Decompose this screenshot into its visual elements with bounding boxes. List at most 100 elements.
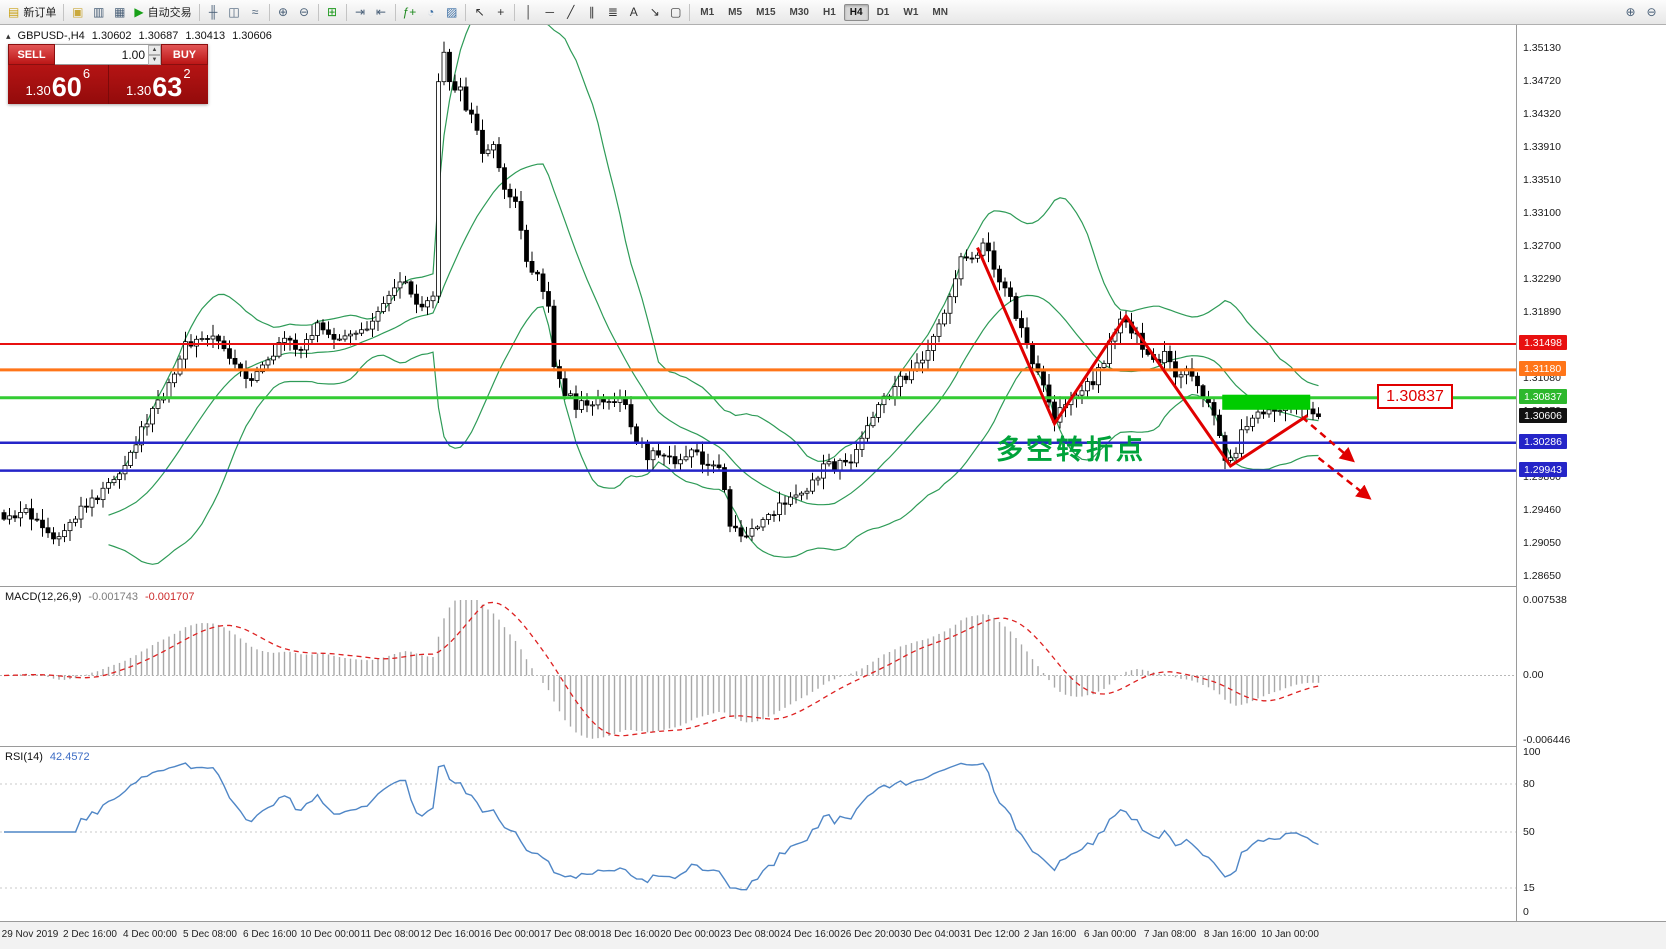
candlestick-chart-icon[interactable]: ◫: [224, 2, 245, 22]
crosshair-icon: +: [497, 5, 505, 19]
auto-scroll-icon[interactable]: ⇥: [350, 2, 371, 22]
volume-value[interactable]: 1.00: [121, 47, 145, 62]
timeframe-h1-button[interactable]: H1: [822, 6, 836, 18]
time-axis-label: 23 Dec 08:00: [720, 929, 780, 940]
timeframe-h4-button[interactable]: H4: [843, 3, 869, 21]
crosshair-icon[interactable]: +: [490, 2, 511, 22]
volume-spinner[interactable]: ▲ ▼: [148, 45, 161, 65]
shapes-icon[interactable]: ▢: [665, 2, 686, 22]
cursor-icon: ↖: [474, 5, 485, 19]
timeframe-m15-button[interactable]: M15: [756, 6, 776, 18]
volume-input[interactable]: 1.00 ▲ ▼: [55, 44, 161, 65]
periods-icon: ◔: [427, 5, 435, 19]
buy-price-pips: 63: [152, 72, 183, 102]
one-click-trading-panel: SELL 1.00 ▲ ▼ BUY 1.30 60 6 1.30 63 2: [8, 44, 208, 104]
sell-price-pips: 60: [51, 72, 82, 102]
toolbar-separator: [465, 3, 467, 21]
indicators-icon[interactable]: ƒ+: [399, 2, 421, 22]
buy-button[interactable]: BUY: [161, 44, 208, 65]
templates-icon: ▨: [446, 5, 458, 19]
chart-header: ▴ GBPUSD-,H4 1.30602 1.30687 1.30413 1.3…: [6, 30, 272, 42]
price-axis[interactable]: 1.35130 1.34720 1.34320 1.33910 1.33510 1.331…: [1517, 25, 1666, 921]
autotrading-button-label: 自动交易: [147, 7, 192, 19]
charts-icon: ▣: [72, 5, 84, 19]
price-axis-badge: 1.30837: [1519, 389, 1567, 405]
price-tag-label: 1.30837: [1377, 384, 1453, 409]
vertical-line-icon: │: [525, 5, 533, 19]
templates-icon[interactable]: ▨: [441, 2, 462, 22]
text-icon[interactable]: A: [623, 2, 644, 22]
rsi-value: 42.4572: [49, 751, 90, 763]
time-axis-label: 2 Jan 16:00: [1023, 929, 1077, 940]
timeframe-d1-button[interactable]: D1: [876, 6, 890, 18]
axis-label: 1.32290: [1523, 272, 1561, 285]
turning-point-annotation: 多空转折点: [996, 435, 1146, 465]
new-order-button[interactable]: ▤ 新订单: [4, 2, 60, 22]
terminal-icon[interactable]: ▦: [109, 2, 130, 22]
zoom-in-icon: ⊕: [278, 5, 289, 19]
price-axis-badge: 1.30606: [1519, 408, 1567, 424]
rsi-name: RSI(14): [5, 751, 43, 763]
toolbar-separator: [394, 3, 396, 21]
axis-label: 1.34320: [1523, 107, 1561, 120]
timeframe-m1-button[interactable]: M1: [700, 6, 715, 18]
timeframe-w1-button[interactable]: W1: [903, 6, 919, 18]
macd-indicator-label: MACD(12,26,9) -0.001743 -0.001707: [5, 591, 195, 603]
bar-chart-icon: ╫: [208, 5, 218, 19]
price-axis-badge: 1.31498: [1519, 335, 1567, 351]
timeframe-m30-button[interactable]: M30: [789, 6, 809, 18]
price-axis-badge: 1.31180: [1519, 361, 1567, 377]
line-chart-icon[interactable]: ≈: [245, 2, 266, 22]
cursor-icon[interactable]: ↖: [469, 2, 490, 22]
toolbar-separator: [268, 3, 270, 21]
time-axis-label: 17 Dec 08:00: [540, 929, 600, 940]
profiles-icon[interactable]: ▥: [88, 2, 109, 22]
zoom-out-icon[interactable]: ⊖: [294, 2, 315, 22]
arrows-icon[interactable]: ↘: [644, 2, 665, 22]
toolbar-separator: [345, 3, 347, 21]
line-chart-icon: ≈: [251, 5, 259, 19]
symbol-marker-icon: ▴: [6, 30, 11, 41]
axis-label: 1.35130: [1523, 41, 1561, 54]
autotrading-button[interactable]: ▶ 自动交易: [130, 2, 195, 22]
zoom-in-icon: ⊕: [1625, 5, 1636, 19]
axis-label: 1.34720: [1523, 74, 1561, 87]
trendline-icon: ╱: [567, 5, 575, 19]
time-axis[interactable]: 29 Nov 2019 2 Dec 16:00 4 Dec 00:00 5 Dec 0…: [0, 921, 1666, 949]
fibonacci-icon[interactable]: ≣: [602, 2, 623, 22]
rsi-indicator-label: RSI(14) 42.4572: [5, 751, 90, 763]
buy-price-button[interactable]: 1.30 63 2: [108, 65, 208, 104]
chart-shift-icon[interactable]: ⇤: [371, 2, 392, 22]
timeframe-mn-button[interactable]: MN: [932, 6, 948, 18]
vertical-line-icon[interactable]: │: [518, 2, 539, 22]
bar-chart-icon[interactable]: ╫: [203, 2, 224, 22]
profiles-icon: ▥: [93, 5, 105, 19]
trendline-icon[interactable]: ╱: [560, 2, 581, 22]
ohlc-high: 1.30687: [138, 30, 179, 42]
channel-icon[interactable]: ∥: [581, 2, 602, 22]
volume-up-icon[interactable]: ▲: [148, 45, 161, 55]
sell-button[interactable]: SELL: [8, 44, 55, 65]
axis-label: 1.29050: [1523, 536, 1561, 549]
time-axis-label: 26 Dec 20:00: [840, 929, 900, 940]
auto-scroll-icon: ⇥: [355, 5, 366, 19]
toolbar-separator: [514, 3, 516, 21]
buy-price-prefix: 1.30: [125, 83, 152, 98]
timeframe-m5-button[interactable]: M5: [728, 6, 743, 18]
time-axis-label: 18 Dec 16:00: [600, 929, 660, 940]
autotrading-button: ▶: [134, 5, 144, 19]
zoom-in-icon[interactable]: ⊕: [1620, 2, 1641, 22]
ohlc-open: 1.30602: [91, 30, 132, 42]
horizontal-line-icon[interactable]: ─: [539, 2, 560, 22]
tile-windows-icon[interactable]: ⊞: [322, 2, 343, 22]
time-axis-label: 6 Jan 00:00: [1083, 929, 1137, 940]
charts-icon[interactable]: ▣: [67, 2, 88, 22]
axis-label: 1.33510: [1523, 173, 1561, 186]
sell-price-prefix: 1.30: [25, 83, 51, 98]
volume-down-icon[interactable]: ▼: [148, 55, 161, 65]
periods-icon[interactable]: ◔: [420, 2, 441, 22]
sell-price-button[interactable]: 1.30 60 6: [8, 65, 109, 104]
zoom-in-icon[interactable]: ⊕: [273, 2, 294, 22]
zoom-out-icon[interactable]: ⊖: [1641, 2, 1662, 22]
